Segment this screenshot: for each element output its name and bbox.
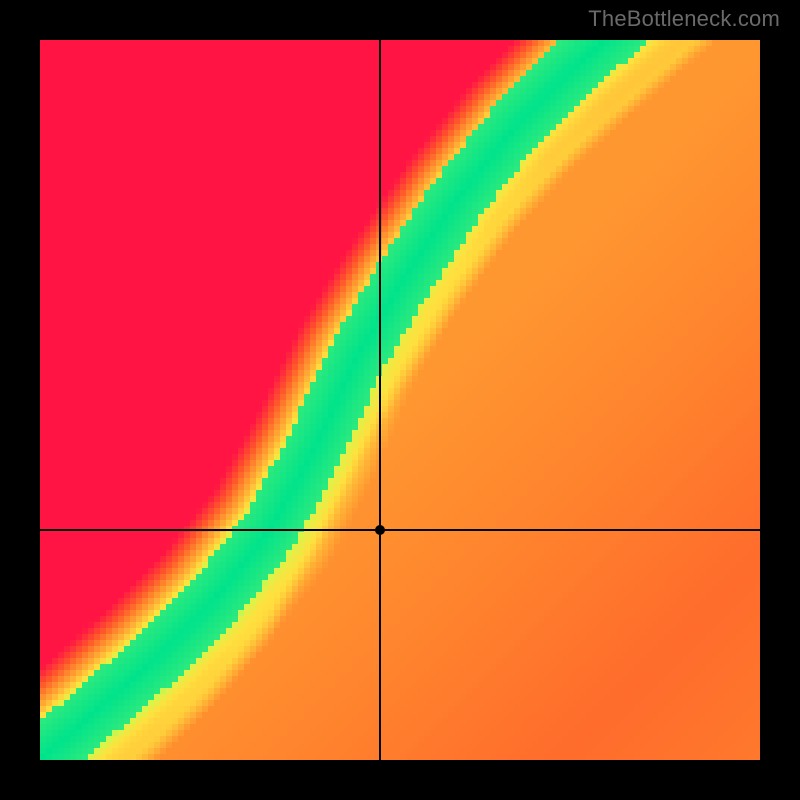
plot-area bbox=[40, 40, 760, 760]
watermark-text: TheBottleneck.com bbox=[588, 6, 780, 32]
bottleneck-heatmap bbox=[40, 40, 760, 760]
